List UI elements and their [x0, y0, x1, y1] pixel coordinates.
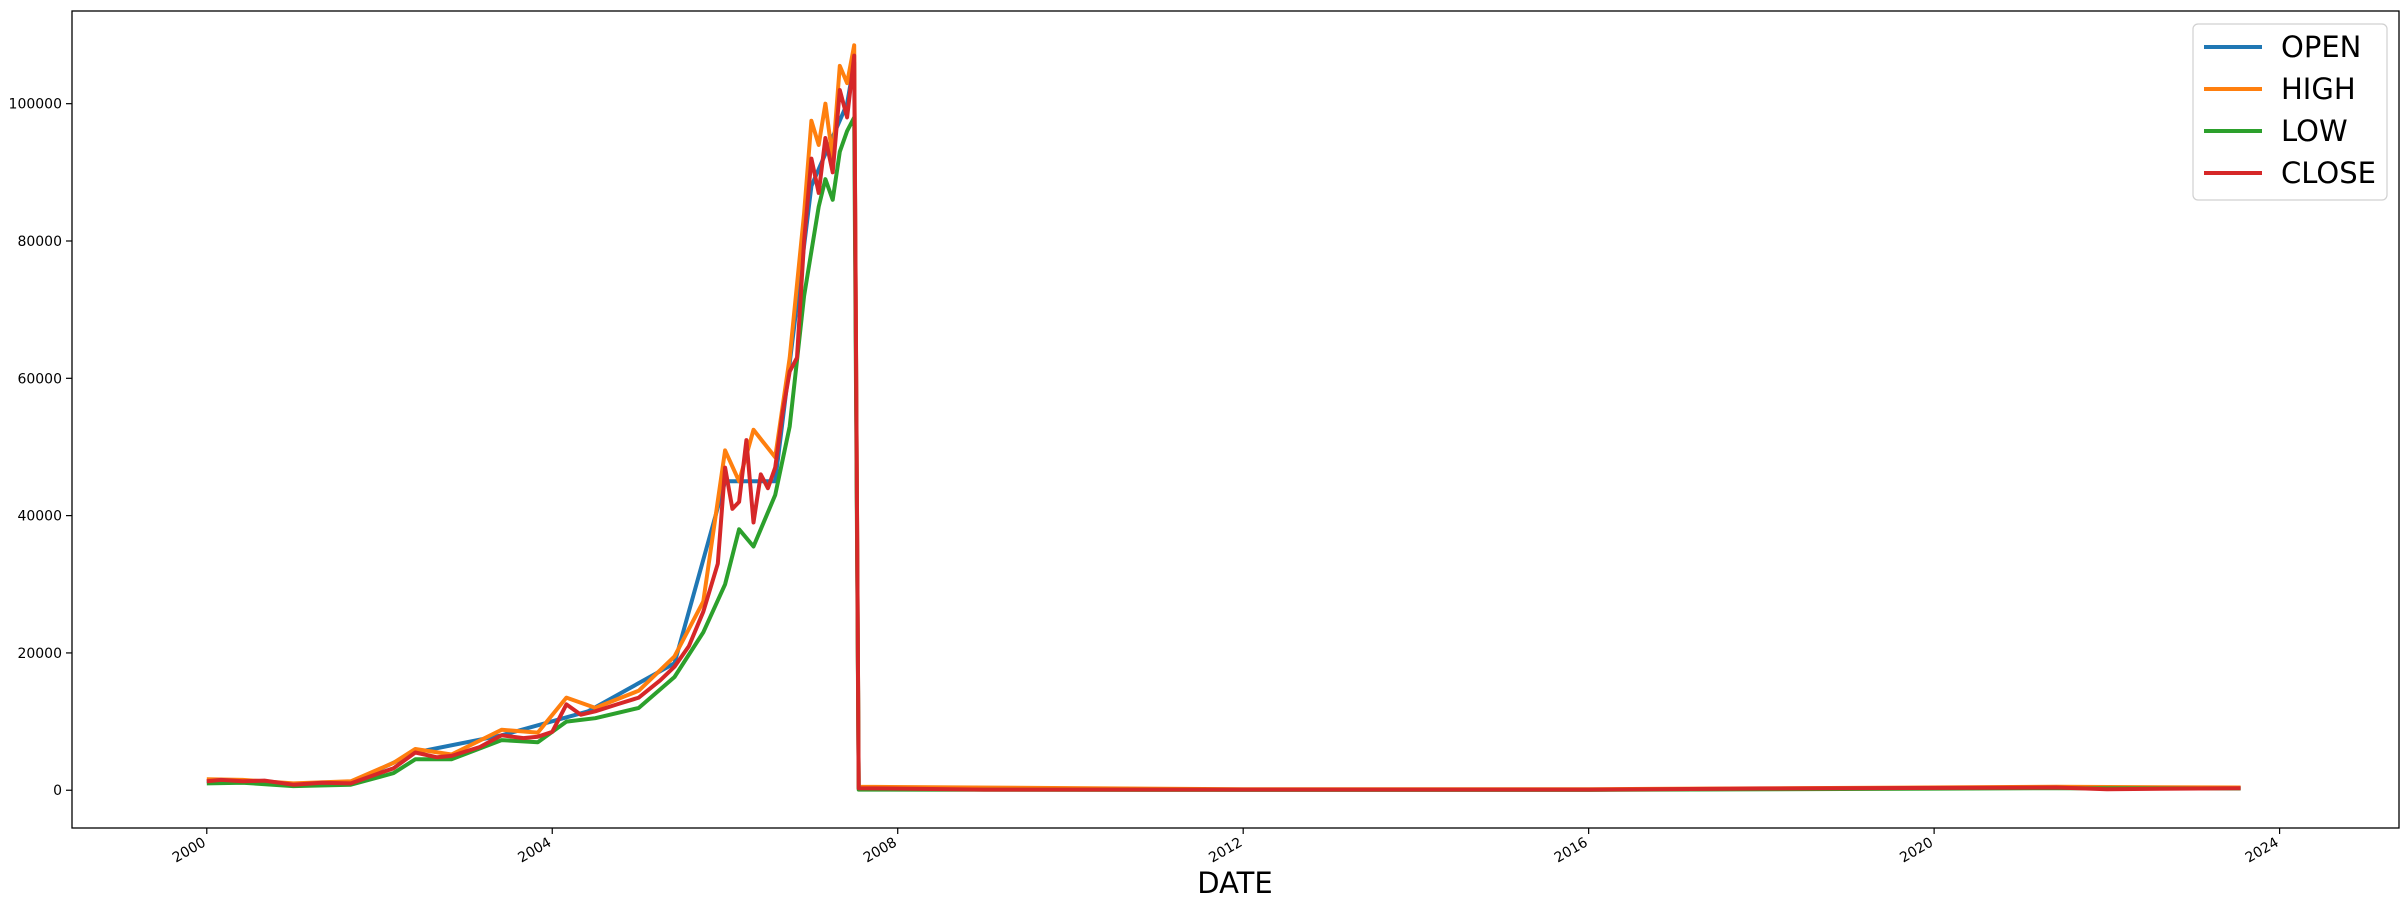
legend: OPEN HIGH LOW CLOSE [2192, 23, 2388, 201]
legend-label-open: OPEN [2281, 30, 2361, 64]
y-tick-label: 40000 [17, 509, 62, 525]
x-axis-title: DATE [1197, 866, 1272, 900]
legend-box [2192, 23, 2388, 201]
series-layer [206, 43, 2241, 792]
y-tick-label: 20000 [17, 646, 62, 662]
series-line-close [206, 53, 2241, 792]
y-axis: 0 20000 40000 60000 80000 100000 [9, 97, 72, 799]
y-tick-label: 60000 [17, 371, 62, 387]
plot-frame [71, 10, 2400, 829]
y-tick-label: 100000 [9, 97, 62, 113]
legend-label-high: HIGH [2281, 72, 2356, 106]
y-tick-label: 80000 [17, 234, 62, 250]
y-tick-label: 0 [53, 783, 62, 799]
legend-label-low: LOW [2281, 114, 2348, 148]
legend-label-close: CLOSE [2281, 156, 2376, 190]
